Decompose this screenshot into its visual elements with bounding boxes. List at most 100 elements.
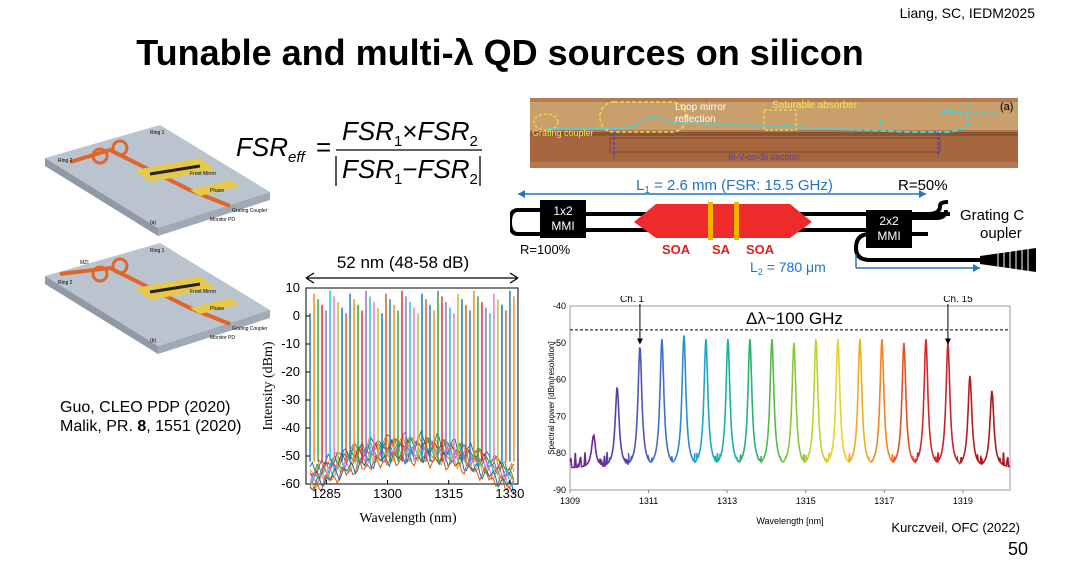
svg-text:Ring 1: Ring 1 (150, 248, 165, 254)
svg-text:Monitor PD: Monitor PD (210, 217, 235, 223)
spec2-ytick-label: -70 (553, 411, 566, 421)
mmi-2x2 (866, 210, 912, 248)
svg-text:Ring 2: Ring 2 (58, 158, 73, 164)
spec2-channel-trace (892, 342, 916, 463)
svg-text:Monitor PD: Monitor PD (210, 335, 235, 341)
spec1-xtick-label: 1285 (312, 486, 341, 501)
spec2-ytick-label: -60 (553, 375, 566, 385)
svg-text:FSR1×FSR2: FSR1×FSR2 (342, 116, 478, 150)
svg-text:MZI: MZI (80, 260, 89, 266)
annotation-ch15: Ch. 15 (943, 296, 973, 305)
svg-text:SA: SA (712, 242, 731, 257)
r50-label: R=50% (898, 177, 948, 194)
spec2-channel-trace (980, 390, 1011, 468)
spec2-channel-trace (672, 335, 696, 464)
spec2-xtick-label: 1317 (874, 496, 894, 506)
spec1-ytick-label: -60 (281, 476, 300, 491)
spec2-xtick-label: 1313 (717, 496, 737, 506)
spec2-xtick-label: 1311 (639, 496, 658, 506)
spec2-title: Δλ~100 GHz (746, 309, 843, 328)
spec2-channel-trace (694, 339, 718, 463)
spec1-xtick-label: 1315 (434, 486, 463, 501)
spec2-ytick-label: -80 (553, 448, 566, 458)
ref-malik: Malik, PR. 8, 1551 (2020) (60, 418, 242, 435)
spec2-channel-trace (716, 339, 740, 464)
svg-text:Phase: Phase (210, 188, 224, 194)
svg-text:FSR1−FSR2: FSR1−FSR2 (342, 154, 478, 188)
channel-spectrum: 1309 1311 1313 1315 1317 1319 -40 -50 -60 -70 -80 -… (547, 296, 1020, 535)
spec1-xtick-label: 1330 (495, 486, 524, 501)
page-number: 50 (1007, 539, 1028, 559)
spec2-annotation-arrowhead (944, 338, 951, 345)
spec2-channel-trace (738, 339, 762, 463)
attribution: Liang, SC, IEDM2025 (899, 5, 1035, 21)
schematic-a: Ring 1 Ring 2 Front Mirror Phase Monitor… (45, 125, 270, 236)
spec2-channel-trace (782, 342, 806, 464)
gain-section (634, 204, 812, 238)
spec2-channel-trace (870, 339, 894, 464)
spec2-xtick-label: 1319 (953, 496, 973, 506)
spec2-channel-trace (804, 339, 828, 464)
svg-text:=: = (316, 132, 331, 162)
svg-text:Front Mirror: Front Mirror (190, 289, 216, 295)
spec1-xtick-label: 1300 (373, 486, 402, 501)
spec2-channel-trace (569, 433, 607, 469)
slide-title: Tunable and multi-λ QD sources on silico… (136, 32, 864, 73)
l1-label: L1 = 2.6 mm (FSR: 15.5 GHz) (636, 177, 833, 196)
spec2-ylabel: Spectral power [dBm/resolution] (547, 341, 556, 454)
spec1-ytick-label: 10 (286, 280, 300, 295)
spec2-xtick-label: 1309 (560, 496, 580, 506)
spec2-channel-trace (760, 339, 784, 464)
spec2-channel-trace (826, 339, 850, 463)
svg-text:SOA: SOA (662, 242, 691, 257)
spec2-channel-trace (958, 375, 982, 465)
spec2-ytick-label: -40 (553, 301, 566, 311)
svg-text:(a): (a) (150, 220, 156, 226)
spec2-channel-trace (650, 339, 674, 463)
svg-text:FSReff: FSReff (236, 132, 307, 166)
schematic-b: MZI Ring 1 Ring 2 Front Mirror Phase Mon… (45, 243, 270, 354)
spec1-ytick-label: -40 (281, 420, 300, 435)
svg-text:Grating C: Grating C (960, 207, 1024, 224)
spec1-ytick-label: 0 (293, 308, 300, 323)
spec1-ytick-label: -50 (281, 448, 300, 463)
spec1-ytick-label: -20 (281, 364, 300, 379)
svg-text:1x2: 1x2 (553, 204, 573, 218)
spec1-noise-trace (309, 449, 515, 495)
spec1-title: 52 nm (48-58 dB) (337, 253, 469, 272)
left-references: Guo, CLEO PDP (2020) Malik, PR. 8, 1551 … (60, 398, 241, 436)
svg-text:III-V-on-Si section: III-V-on-Si section (728, 152, 799, 162)
spec2-channel-trace (627, 347, 652, 465)
formula-lhs: FSR (236, 132, 288, 162)
laser-cavity-diagram: L1 = 2.6 mm (FSR: 15.5 GHz) R=50% 1x2 MM… (510, 177, 1036, 277)
svg-text:Grating Coupler: Grating Coupler (232, 326, 268, 332)
svg-text:R=100%: R=100% (520, 242, 571, 257)
svg-text:reflection: reflection (675, 114, 716, 125)
svg-text:(b): (b) (150, 338, 156, 344)
chip-photo: Loop mirror reflection Saturable absorbe… (530, 98, 1018, 168)
spec2-xlabel: Wavelength [nm] (756, 516, 823, 526)
spec1-ytick-label: -10 (281, 336, 300, 351)
svg-text:L1: L1 (872, 118, 884, 129)
spec2-xtick-label: 1315 (796, 496, 816, 506)
fsr-formula: FSReff = FSR1×FSR2 FSR1−FSR2 (236, 116, 482, 188)
spec1-noise-trace (309, 452, 515, 496)
device-schematics: Ring 1 Ring 2 Front Mirror Phase Monitor… (45, 125, 270, 354)
spec2-annotation-arrowhead (636, 338, 643, 345)
svg-text:Phase: Phase (210, 306, 224, 312)
spec1-ylabel: Intensity (dBm) (261, 341, 276, 430)
spec2-channel-trace (604, 387, 629, 466)
svg-text:Saturable absorber: Saturable absorber (772, 100, 858, 111)
spec2-channel-trace (914, 339, 938, 464)
svg-text:L2: L2 (960, 101, 972, 113)
svg-text:Front Mirror: Front Mirror (190, 171, 216, 177)
svg-text:Ring 2: Ring 2 (58, 280, 73, 286)
svg-text:MMI: MMI (877, 229, 900, 243)
multi-wavelength-spectrum: 52 nm (48-58 dB) 1285 1300 1315 1330 10 0 -10 -… (261, 253, 524, 526)
svg-text:oupler: oupler (980, 225, 1022, 242)
svg-text:Ring 1: Ring 1 (150, 130, 165, 136)
ref-kurczveil: Kurczveil, OFC (2022) (891, 520, 1020, 535)
svg-text:Grating Coupler: Grating Coupler (232, 208, 268, 214)
spec2-channel-trace (848, 339, 872, 464)
ref-guo: Guo, CLEO PDP (2020) (60, 399, 231, 416)
